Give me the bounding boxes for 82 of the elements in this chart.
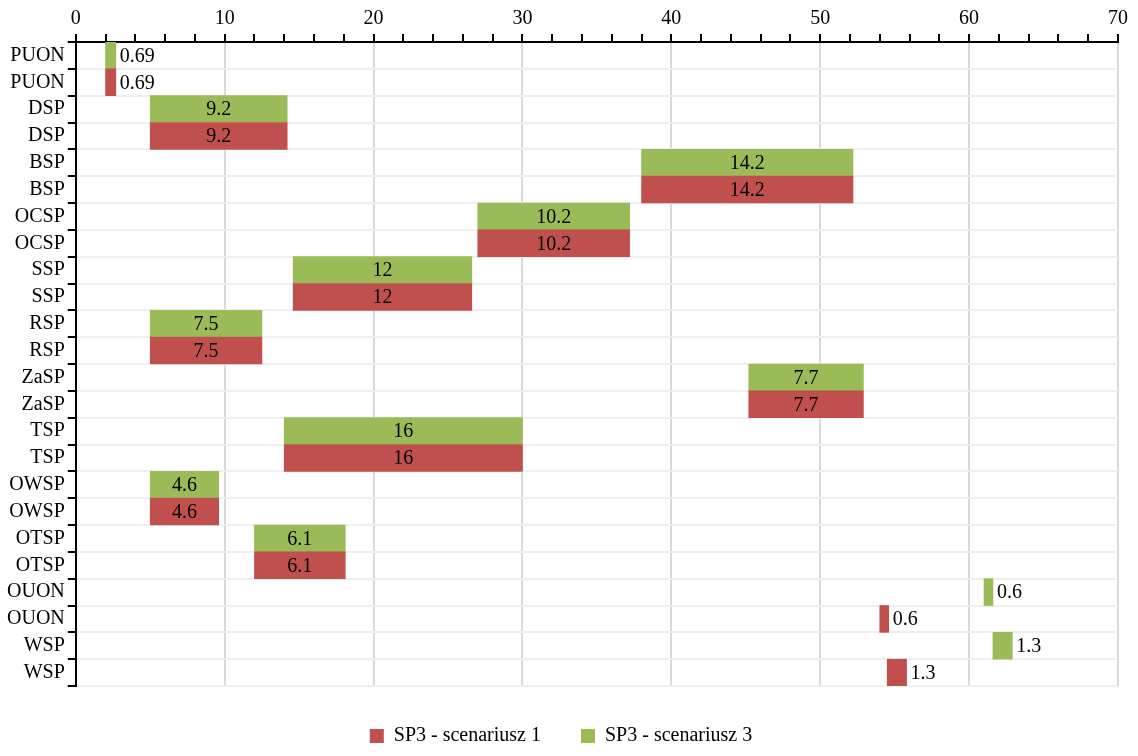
bar — [477, 202, 630, 231]
bar — [149, 497, 220, 526]
bar — [748, 390, 864, 418]
data-label: 10.2 — [536, 231, 572, 254]
y-tick-label: BSP — [29, 176, 65, 199]
bar — [641, 175, 854, 204]
bar — [105, 68, 117, 96]
bar — [992, 632, 1013, 660]
bar — [149, 310, 263, 338]
data-label: 12 — [372, 258, 393, 281]
y-tick-label: DSP — [28, 96, 65, 119]
bar — [292, 283, 473, 311]
data-label: 0.6 — [892, 607, 918, 630]
bar — [886, 658, 907, 686]
legend-label: SP3 - scenariusz 3 — [605, 723, 753, 746]
y-tick-label: TSP — [30, 445, 65, 468]
y-tick-label: ZaSP — [21, 364, 65, 387]
data-label: 1.3 — [1016, 634, 1042, 656]
data-label: 16 — [393, 419, 414, 442]
x-tick-label: 20 — [363, 6, 384, 29]
bar — [283, 444, 523, 472]
y-tick-label: OTSP — [15, 552, 65, 575]
data-label: 7.7 — [793, 392, 819, 415]
bar — [477, 229, 630, 257]
bar — [879, 605, 890, 633]
y-tick-label: OWSP — [9, 498, 65, 521]
data-label: 16 — [393, 446, 414, 469]
bar — [149, 122, 288, 150]
bar — [254, 551, 346, 579]
data-label: 7.7 — [793, 365, 819, 388]
y-tick-label: RSP — [29, 337, 65, 360]
y-tick-label: PUON — [10, 69, 65, 92]
x-tick-label: 0 — [70, 6, 81, 29]
x-tick-label: 10 — [214, 6, 235, 29]
bar — [983, 578, 994, 606]
y-tick-label: DSP — [28, 123, 65, 146]
data-label: 12 — [372, 285, 393, 308]
data-label: 7.5 — [193, 338, 219, 361]
data-label: 0.69 — [119, 43, 155, 66]
data-label: 0.69 — [119, 70, 155, 93]
y-tick-label: SSP — [31, 284, 65, 307]
data-label: 7.5 — [193, 312, 219, 334]
data-label: 1.3 — [910, 660, 936, 683]
bar — [149, 471, 220, 499]
x-tick-label: 40 — [661, 6, 682, 29]
y-tick-label: ZaSP — [21, 391, 65, 414]
y-tick-label: RSP — [29, 311, 65, 333]
y-tick-label: WSP — [23, 659, 65, 682]
y-tick-label: WSP — [23, 633, 65, 655]
y-tick-label: OCSP — [14, 230, 65, 253]
bar — [254, 524, 346, 553]
x-tick-label: 50 — [810, 6, 831, 29]
y-tick-label: SSP — [31, 257, 65, 280]
bar — [292, 256, 473, 284]
data-label: 9.2 — [206, 97, 232, 120]
x-tick-label: 70 — [1108, 6, 1128, 29]
bar — [641, 149, 854, 177]
data-label: 4.6 — [171, 473, 197, 495]
data-label: 6.1 — [287, 526, 313, 549]
y-tick-label: TSP — [30, 418, 65, 441]
y-tick-label: OUON — [6, 579, 65, 602]
legend-label: SP3 - scenariusz 1 — [393, 723, 542, 746]
y-tick-label: OUON — [6, 606, 65, 629]
y-tick-label: OTSP — [15, 525, 65, 548]
data-label: 14.2 — [729, 177, 765, 200]
bar — [748, 363, 864, 392]
data-label: 6.1 — [287, 553, 313, 576]
y-tick-label: OWSP — [9, 472, 65, 494]
data-label: 10.2 — [536, 204, 572, 227]
bar — [149, 336, 263, 365]
x-tick-label: 30 — [512, 6, 533, 29]
bar — [149, 95, 288, 123]
data-label: 4.6 — [171, 499, 197, 522]
y-tick-label: BSP — [29, 150, 65, 172]
data-label: 0.6 — [996, 580, 1022, 603]
y-tick-label: PUON — [10, 42, 65, 65]
y-tick-label: OCSP — [14, 203, 65, 226]
data-label: 14.2 — [729, 151, 765, 173]
x-tick-label: 60 — [959, 6, 980, 29]
bar — [105, 42, 117, 70]
bar — [283, 417, 523, 445]
data-label: 9.2 — [206, 124, 232, 147]
